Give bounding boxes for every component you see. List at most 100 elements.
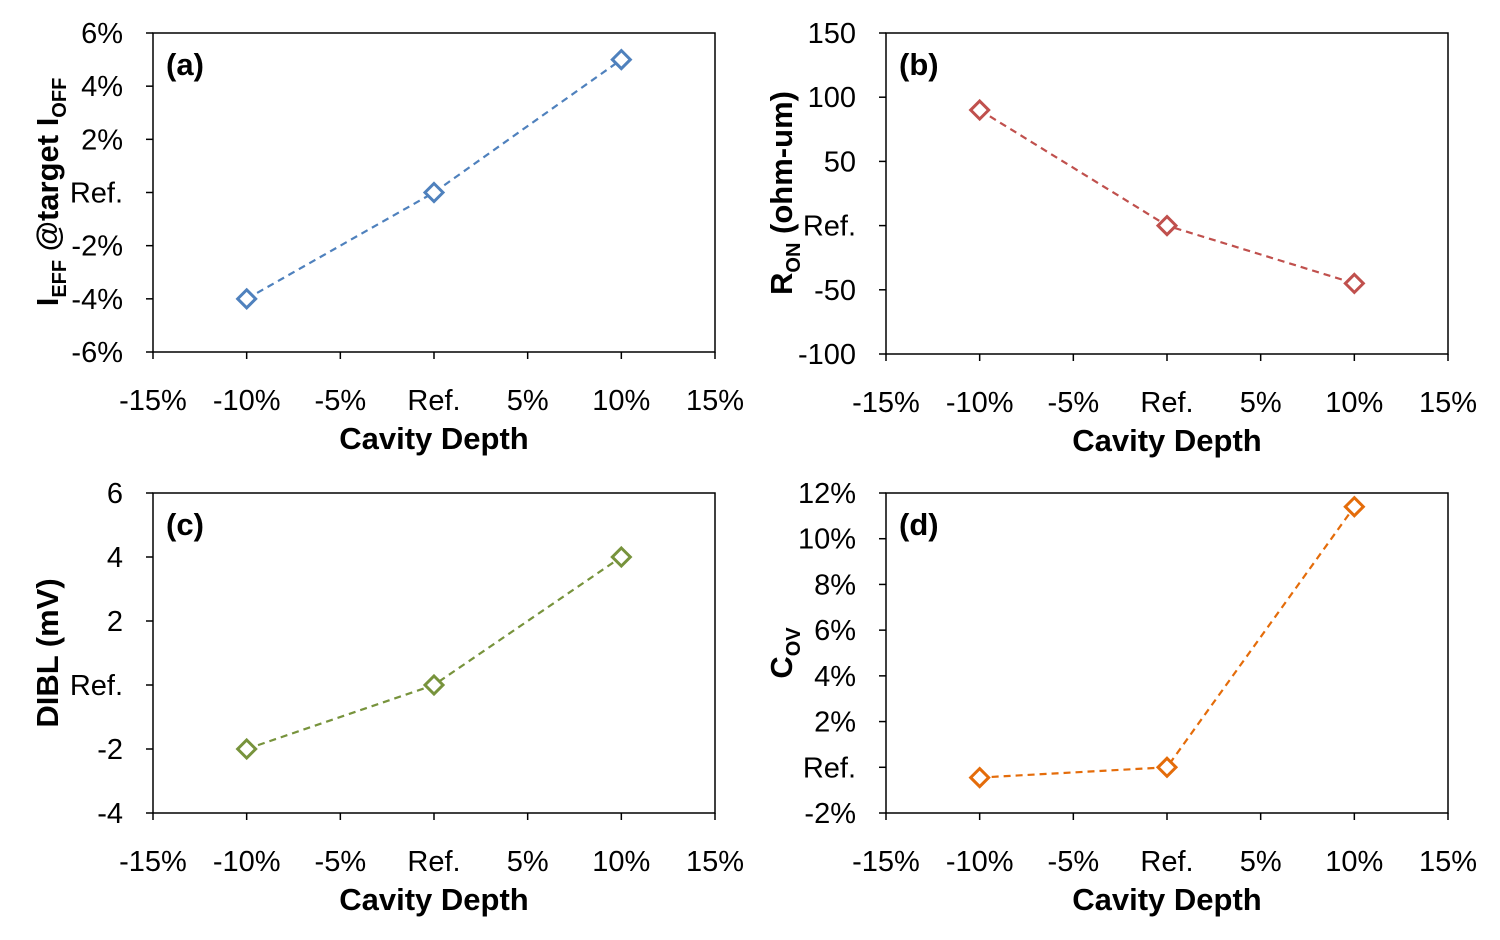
- x-tick-label: 15%: [686, 846, 744, 878]
- x-axis-label: Cavity Depth: [339, 882, 528, 917]
- series-line: [246, 58, 622, 300]
- y-tick-label: 2%: [81, 124, 123, 156]
- x-tick-label: -5%: [1048, 387, 1100, 419]
- panel-label: (a): [166, 47, 204, 82]
- x-tick-label: Ref.: [407, 846, 460, 878]
- y-tick-label: -2%: [804, 798, 856, 830]
- y-axis-label-part: C: [764, 656, 799, 678]
- chart-panel-4: -2% Ref. 2% 4% 6% 8% 10% 12% -15% -10% -5% Ref. 5% 10…: [764, 478, 1477, 917]
- x-tick-label: 10%: [592, 846, 650, 878]
- y-tick-label: 6%: [81, 18, 123, 50]
- data-point-marker: [1343, 495, 1366, 518]
- chart-panel-2: -100 -50 Ref. 50 100 150 -15% -10% -5% Ref. 5% 10% 1…: [764, 18, 1477, 458]
- y-tick-label: 2: [107, 606, 123, 638]
- data-point-marker: [235, 737, 258, 761]
- y-tick-label: 4%: [81, 71, 123, 103]
- y-tick-label: 4%: [814, 661, 856, 693]
- data-point-marker: [1155, 214, 1179, 237]
- x-tick-label: -15%: [852, 387, 920, 419]
- y-axis-label: IEFF @target IOFF: [30, 78, 71, 307]
- x-tick-label: 5%: [507, 385, 549, 417]
- y-axis-label-part: I: [30, 298, 65, 307]
- y-tick-label: 8%: [814, 569, 856, 601]
- y-axis-label: DIBL (mV): [30, 578, 65, 727]
- x-tick-label: 15%: [686, 385, 744, 417]
- x-tick-label: 10%: [1325, 846, 1383, 878]
- chart-panel-3: -4 -2 Ref. 2 4 6 -15% -10% -5% Ref. 5% 10% 15% Cavity…: [30, 478, 744, 917]
- y-tick-label: Ref.: [803, 752, 856, 784]
- y-axis-label-part: ON: [783, 243, 805, 273]
- data-point-marker: [968, 766, 991, 789]
- y-tick-label: -2%: [71, 231, 123, 263]
- x-tick-label: 5%: [1240, 846, 1282, 878]
- panel-label: (b): [899, 47, 939, 82]
- x-axis-label: Cavity Depth: [1072, 882, 1261, 917]
- x-tick-label: Ref.: [1140, 846, 1193, 878]
- x-tick-label: -10%: [213, 385, 281, 417]
- plot-area: [152, 492, 716, 814]
- panel-label: (d): [899, 507, 939, 542]
- series-line: [979, 109, 1355, 285]
- y-axis-label: RON (ohm-um): [764, 91, 805, 295]
- series-line: [979, 506, 1356, 779]
- y-axis-label: COV: [764, 627, 805, 679]
- y-tick-label: 2%: [814, 707, 856, 739]
- series-line: [246, 556, 622, 751]
- y-tick-label: -50: [814, 275, 856, 307]
- y-axis-label-part: (ohm-um): [764, 91, 799, 243]
- x-tick-label: -15%: [852, 846, 920, 878]
- y-axis-label-part: @target I: [30, 118, 65, 260]
- data-point-marker: [422, 673, 446, 697]
- data-point-marker: [610, 48, 633, 71]
- y-tick-label: 4: [107, 542, 123, 574]
- y-tick-label: 12%: [798, 478, 856, 510]
- y-tick-label: 10%: [798, 524, 856, 556]
- y-axis-label-part: DIBL (mV): [30, 578, 65, 727]
- data-point-marker: [610, 545, 633, 569]
- x-tick-label: -10%: [946, 846, 1014, 878]
- x-tick-label: 15%: [1419, 846, 1477, 878]
- data-point-marker: [968, 98, 991, 122]
- x-axis-label: Cavity Depth: [1072, 423, 1261, 458]
- y-tick-label: -100: [798, 339, 856, 371]
- x-tick-label: -10%: [946, 387, 1014, 419]
- y-axis-label-part: OFF: [49, 78, 71, 118]
- y-axis-label-part: EFF: [49, 260, 71, 298]
- y-tick-label: Ref.: [803, 211, 856, 243]
- data-point-marker: [422, 181, 446, 204]
- y-tick-label: -2: [97, 734, 123, 766]
- x-tick-label: 5%: [1240, 387, 1282, 419]
- data-point-marker: [1155, 756, 1179, 779]
- x-tick-label: Ref.: [1140, 387, 1193, 419]
- x-tick-label: -10%: [213, 846, 281, 878]
- plot-area: [885, 32, 1449, 355]
- y-tick-label: -6%: [71, 337, 123, 369]
- y-tick-label: Ref.: [70, 178, 123, 210]
- y-tick-label: -4%: [71, 284, 123, 316]
- x-tick-label: 10%: [592, 385, 650, 417]
- y-axis-label-part: OV: [783, 627, 805, 657]
- x-tick-label: -5%: [1048, 846, 1100, 878]
- x-tick-label: 15%: [1419, 387, 1477, 419]
- x-axis-label: Cavity Depth: [339, 421, 528, 456]
- y-tick-label: 50: [824, 146, 856, 178]
- x-tick-label: -5%: [315, 385, 367, 417]
- x-tick-label: -5%: [315, 846, 367, 878]
- y-axis-label-part: R: [764, 273, 799, 295]
- x-tick-label: 5%: [507, 846, 549, 878]
- x-tick-label: Ref.: [407, 385, 460, 417]
- y-tick-label: 6%: [814, 615, 856, 647]
- panel-label: (c): [166, 507, 204, 542]
- data-point-marker: [235, 287, 258, 310]
- y-tick-label: Ref.: [70, 670, 123, 702]
- x-tick-label: 10%: [1325, 387, 1383, 419]
- x-tick-label: -15%: [119, 385, 187, 417]
- data-point-marker: [1343, 272, 1366, 295]
- y-tick-label: -4: [97, 798, 123, 830]
- chart-panel-1: -6% -4% -2% Ref. 2% 4% 6% -15% -10% -5% Ref. 5% 10% 1…: [30, 18, 744, 456]
- y-tick-label: 150: [808, 18, 856, 50]
- y-tick-label: 6: [107, 478, 123, 510]
- x-tick-label: -15%: [119, 846, 187, 878]
- y-tick-label: 100: [808, 82, 856, 114]
